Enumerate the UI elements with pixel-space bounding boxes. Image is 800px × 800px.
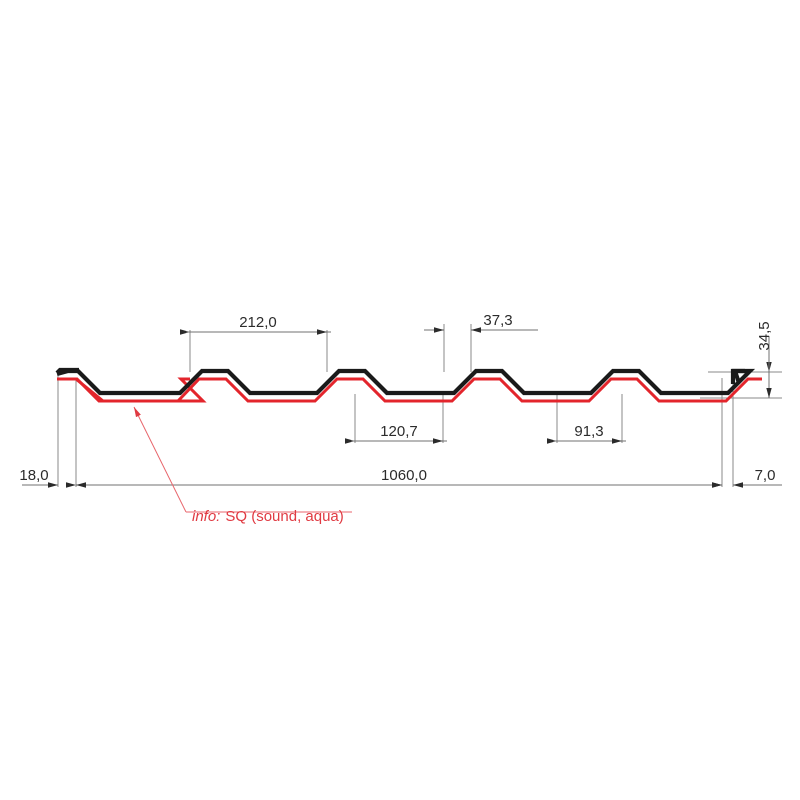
right-edge-tick (732, 368, 745, 384)
dimension-rib-pitch: 212,0 (180, 314, 331, 335)
left-edge-lip (55, 367, 79, 375)
dimension-profile-height: 34,5 (756, 321, 773, 398)
info-annotation: info: SQ (sound, aqua) (133, 406, 352, 525)
dimension-label-rib-pitch: 212,0 (239, 314, 277, 331)
info-keyword: info: (192, 508, 220, 525)
info-label: info: SQ (sound, aqua) (192, 508, 344, 525)
outer-sheet-line (56, 368, 756, 396)
dimension-label-rib-base-width: 91,3 (574, 423, 603, 440)
dimension-crown-width: 37,3 (424, 312, 538, 333)
dimension-left-edge: 18,0 (19, 467, 96, 488)
dimension-label-crown-width: 37,3 (483, 312, 512, 329)
info-value: SQ (sound, aqua) (225, 508, 343, 525)
inner-liner-line (57, 377, 762, 403)
dimension-label-valley-width: 120,7 (380, 423, 418, 440)
dimension-label-right-edge: 7,0 (755, 467, 776, 484)
dimension-valley-width: 120,7 (345, 423, 447, 444)
dimension-label-profile-height: 34,5 (756, 321, 773, 350)
dimension-overall-width: 1060,0 (66, 467, 722, 488)
dimension-label-left-edge: 18,0 (19, 467, 48, 484)
dimension-right-edge: 7,0 (702, 467, 782, 488)
extension-lines (57, 324, 782, 487)
dimension-rib-base-width: 91,3 (547, 423, 626, 444)
info-leader-line (133, 406, 187, 513)
dimension-label-overall-width: 1060,0 (381, 467, 427, 484)
inner-liner-profile (0, 0, 203, 401)
